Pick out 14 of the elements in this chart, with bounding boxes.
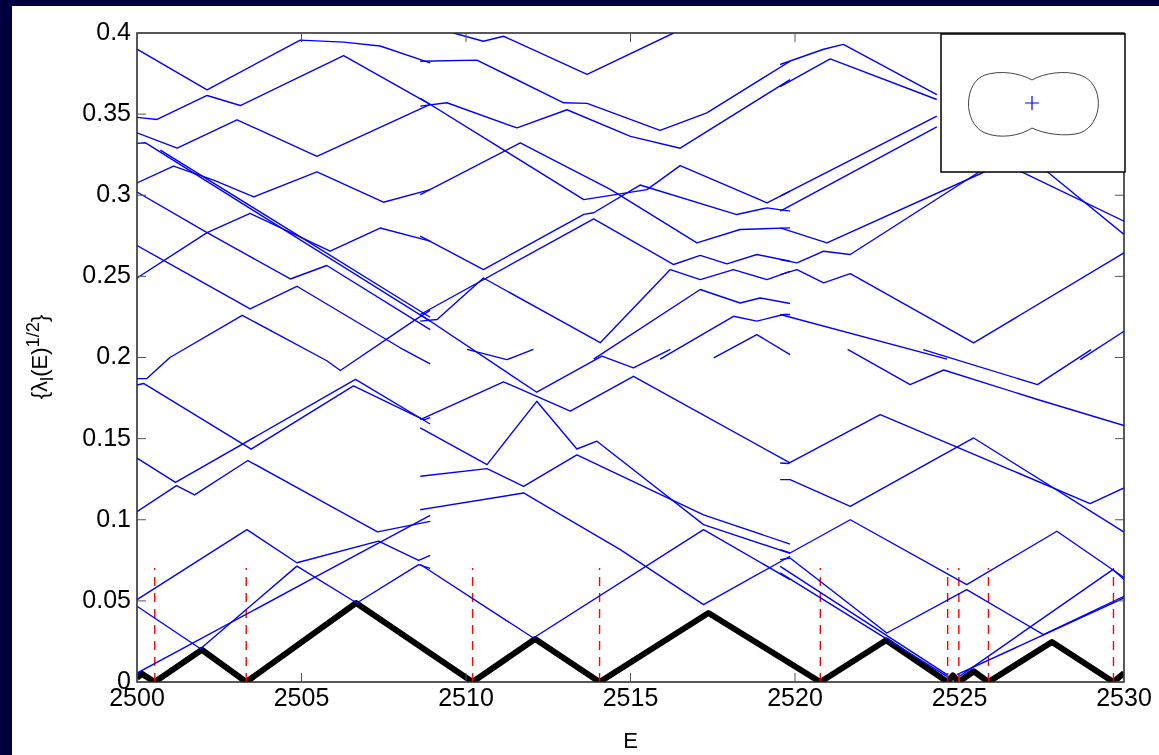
y-tick-label: 0.15 [82, 422, 131, 451]
y-tick-label: 0.05 [82, 584, 131, 613]
x-tick-label: 2515 [602, 682, 659, 711]
y-tick-label: 0.4 [96, 16, 132, 45]
x-tick-label: 2505 [273, 682, 330, 711]
y-tick-label: 0.35 [82, 98, 131, 127]
y-tick-label: 0.2 [96, 341, 131, 370]
x-axis-title: E [623, 727, 638, 753]
y-tick-label: 0.25 [82, 260, 131, 289]
x-tick-label: 2510 [438, 682, 494, 711]
x-tick-label: 2525 [931, 682, 988, 711]
y-tick-label: 0.1 [96, 503, 131, 532]
x-tick-label: 2520 [767, 682, 823, 711]
y-tick-label: 0.3 [96, 179, 131, 208]
